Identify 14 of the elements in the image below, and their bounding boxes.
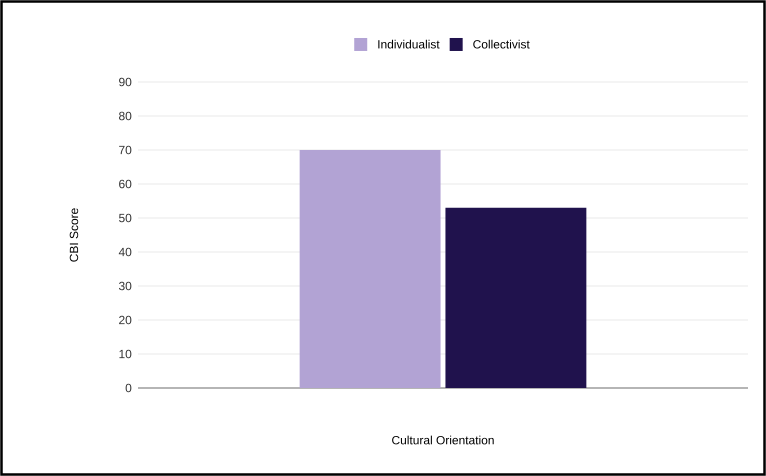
y-tick-label: 50 xyxy=(119,214,132,222)
x-axis-title: Cultural Orientation xyxy=(392,436,494,444)
y-tick-label: 80 xyxy=(119,112,132,120)
y-tick-label: 40 xyxy=(118,248,132,256)
y-tick-label: 10 xyxy=(119,350,132,358)
y-tick-label: 90 xyxy=(119,78,132,86)
legend-label: Individualist xyxy=(378,40,440,49)
y-tick-label: 70 xyxy=(119,146,132,154)
y-tick-label: 0 xyxy=(126,384,132,392)
legend-label: Collectivist xyxy=(473,40,530,49)
y-tick-label: 30 xyxy=(118,282,132,290)
y-tick-label: 60 xyxy=(119,180,132,188)
y-tick-label: 20 xyxy=(119,316,132,324)
y-axis-title: CBI Score xyxy=(70,208,78,262)
